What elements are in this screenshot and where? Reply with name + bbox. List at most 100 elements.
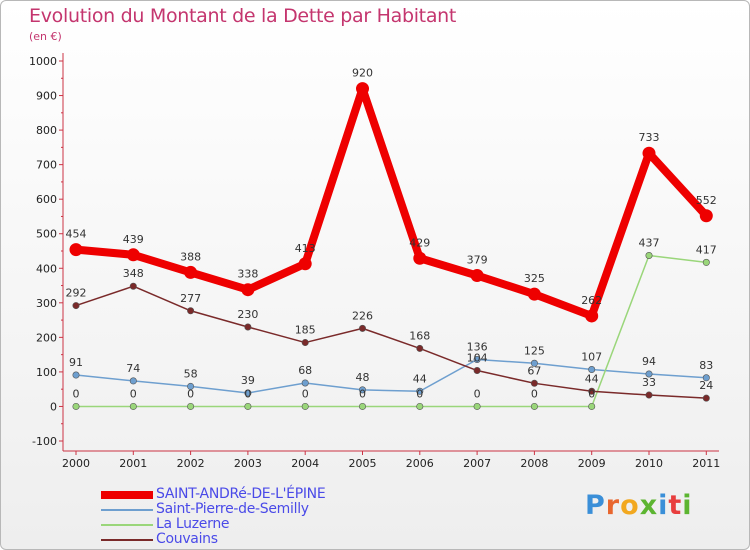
data-label: 0 bbox=[130, 387, 137, 400]
data-label: 292 bbox=[66, 287, 87, 300]
data-label: 439 bbox=[123, 233, 144, 246]
data-label: 379 bbox=[467, 254, 488, 267]
data-point bbox=[530, 359, 538, 367]
logo-letter: i bbox=[682, 490, 693, 521]
data-label: 58 bbox=[184, 367, 198, 380]
data-label: 454 bbox=[66, 228, 87, 241]
data-label: 168 bbox=[409, 329, 430, 342]
data-point bbox=[473, 367, 481, 375]
legend-item: La Luzerne bbox=[101, 517, 325, 532]
data-point bbox=[72, 302, 80, 310]
data-label: 185 bbox=[295, 324, 316, 337]
legend-item: SAINT-ANDRé-DE-L'ÉPINE bbox=[101, 486, 326, 502]
data-point bbox=[702, 394, 710, 402]
x-tick-label: 2010 bbox=[635, 457, 663, 470]
series-line bbox=[75, 254, 708, 408]
data-point bbox=[588, 402, 596, 410]
data-point bbox=[530, 402, 538, 410]
logo-letter: t bbox=[668, 490, 683, 521]
data-label: 0 bbox=[73, 387, 80, 400]
series-line bbox=[75, 358, 708, 394]
data-label: 920 bbox=[352, 67, 373, 80]
data-label: 91 bbox=[69, 356, 83, 369]
legend-label: Couvains bbox=[156, 531, 218, 547]
y-tick-label: 100 bbox=[36, 366, 57, 379]
data-point bbox=[72, 371, 80, 379]
data-label: 325 bbox=[524, 272, 545, 285]
x-tick-label: 2000 bbox=[62, 457, 90, 470]
x-tick-label: 2008 bbox=[520, 457, 548, 470]
y-tick-label: 200 bbox=[36, 331, 57, 344]
y-tick-label: 1000 bbox=[29, 55, 57, 68]
y-tick-label: 800 bbox=[36, 124, 57, 137]
data-point bbox=[72, 402, 80, 410]
data-point bbox=[69, 243, 83, 257]
legend: SAINT-ANDRé-DE-L'ÉPINE Saint-Pierre-de-Se… bbox=[101, 486, 326, 547]
y-tick-label: 0 bbox=[50, 400, 57, 413]
data-point bbox=[413, 251, 427, 265]
legend-swatch bbox=[101, 523, 153, 526]
legend-swatch bbox=[101, 490, 153, 499]
data-point bbox=[702, 258, 710, 266]
y-tick-label: 900 bbox=[36, 90, 57, 103]
legend-label: SAINT-ANDRé-DE-L'ÉPINE bbox=[156, 486, 326, 502]
data-point bbox=[416, 344, 424, 352]
logo-letter: x bbox=[639, 490, 659, 521]
legend-swatch bbox=[101, 508, 153, 511]
logo-letter: o bbox=[620, 490, 640, 521]
data-point bbox=[645, 370, 653, 378]
logo-letter: r bbox=[605, 490, 621, 521]
data-point bbox=[527, 287, 541, 301]
data-label: 0 bbox=[187, 387, 194, 400]
data-label: 413 bbox=[295, 242, 316, 255]
legend-swatch bbox=[101, 538, 153, 541]
data-label: 44 bbox=[585, 372, 599, 385]
data-label: 39 bbox=[241, 374, 255, 387]
data-label: 104 bbox=[467, 352, 488, 365]
series-line bbox=[72, 84, 711, 320]
data-label: 0 bbox=[416, 387, 423, 400]
data-label: 125 bbox=[524, 344, 545, 357]
data-point bbox=[301, 339, 309, 347]
x-tick-label: 2009 bbox=[578, 457, 606, 470]
data-label: 83 bbox=[699, 359, 713, 372]
data-point bbox=[358, 386, 366, 394]
x-tick-label: 2011 bbox=[692, 457, 720, 470]
data-label: 552 bbox=[696, 194, 717, 207]
data-label: 277 bbox=[180, 292, 201, 305]
data-label: 0 bbox=[474, 387, 481, 400]
chart-title: Evolution du Montant de la Dette par Hab… bbox=[29, 5, 457, 27]
data-label: 348 bbox=[123, 267, 144, 280]
data-point bbox=[129, 377, 137, 385]
legend-label: La Luzerne bbox=[156, 516, 230, 532]
legend-item: Saint-Pierre-de-Semilly bbox=[101, 502, 325, 517]
data-label: 338 bbox=[237, 268, 258, 281]
data-point bbox=[358, 324, 366, 332]
data-point bbox=[244, 389, 252, 397]
x-tick-label: 2003 bbox=[234, 457, 262, 470]
data-point bbox=[126, 248, 140, 262]
data-point bbox=[585, 309, 599, 323]
data-point bbox=[187, 307, 195, 315]
data-label: 94 bbox=[642, 355, 656, 368]
data-point bbox=[470, 269, 484, 283]
x-tick-label: 2007 bbox=[463, 457, 491, 470]
data-point bbox=[358, 402, 366, 410]
data-point bbox=[416, 402, 424, 410]
data-label: 429 bbox=[409, 236, 430, 249]
data-point bbox=[702, 374, 710, 382]
data-label: 437 bbox=[639, 236, 660, 249]
data-point bbox=[129, 402, 137, 410]
data-point bbox=[473, 402, 481, 410]
y-tick-label: 700 bbox=[36, 159, 57, 172]
data-label: 733 bbox=[639, 131, 660, 144]
data-point bbox=[241, 283, 255, 297]
data-point bbox=[588, 387, 596, 395]
data-point bbox=[356, 82, 369, 96]
data-label: 0 bbox=[302, 387, 309, 400]
legend-item: Couvains bbox=[101, 532, 325, 547]
data-label: 48 bbox=[356, 371, 370, 384]
data-label: 74 bbox=[126, 362, 140, 375]
